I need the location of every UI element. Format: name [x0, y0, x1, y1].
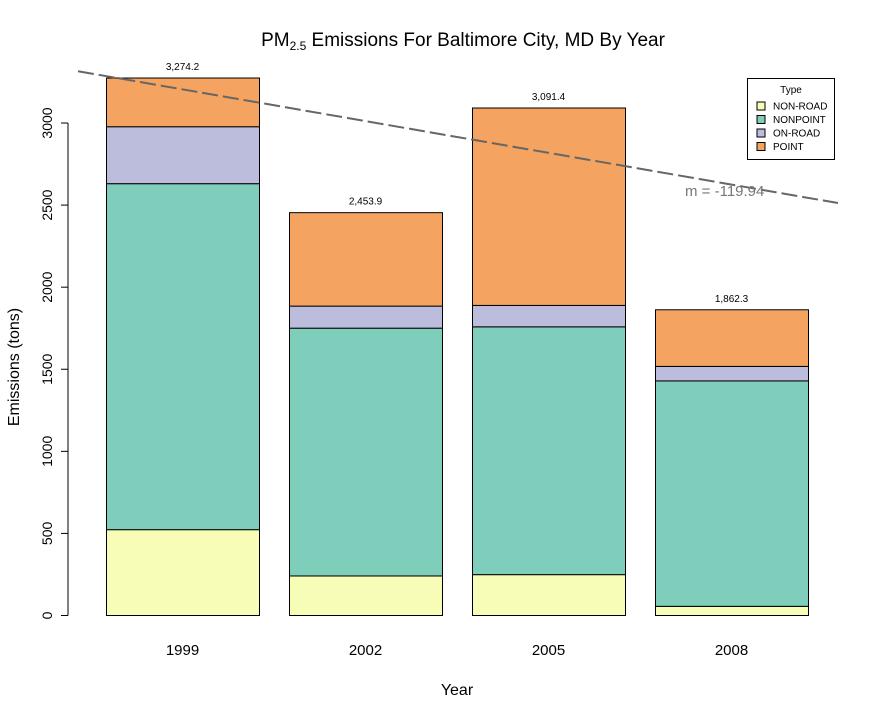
legend-label: NONPOINT — [773, 115, 826, 126]
bar-segment-nonpoint-2002 — [289, 327, 443, 577]
total-label: 2,453.9 — [349, 197, 383, 208]
total-label: 1,862.3 — [715, 294, 749, 305]
bar-segment-on-road-2002 — [289, 305, 443, 329]
y-axis-title: Emissions (tons) — [6, 308, 23, 426]
y-tick-label: 500 — [39, 522, 55, 546]
legend: Type NON-ROAD NONPOINT ON-ROAD POINT — [747, 78, 835, 160]
legend-swatch — [756, 101, 766, 111]
x-tick-labels: 1999 2002 2005 2008 — [166, 642, 748, 659]
total-label: 3,274.2 — [166, 62, 200, 73]
slope-annotation: m = -119.94 — [685, 183, 764, 200]
bar-segment-point-2008 — [655, 309, 809, 367]
legend-label: NON-ROAD — [773, 102, 827, 113]
x-tick-label: 2008 — [715, 642, 748, 659]
bar-segment-nonpoint-2008 — [655, 380, 809, 607]
y-axis: 0 500 1000 1500 2000 2500 3000 — [39, 107, 69, 619]
bar-segment-on-road-1999 — [106, 126, 260, 185]
bar-segment-nonpoint-1999 — [106, 183, 260, 531]
bar-segment-point-1999 — [106, 77, 260, 128]
x-tick-label: 2002 — [349, 642, 382, 659]
bar-segment-non-road-2002 — [289, 575, 443, 616]
bar-segment-nonpoint-2005 — [472, 326, 626, 576]
chart-title: PM2.5 Emissions For Baltimore City, MD B… — [261, 30, 665, 53]
bar-segment-point-2005 — [472, 107, 626, 306]
x-axis-title: Year — [441, 682, 474, 699]
legend-swatch — [756, 142, 766, 151]
y-tick-label: 3000 — [39, 107, 55, 138]
y-tick-label: 1000 — [39, 436, 55, 467]
chart-title-subscript: 2.5 — [290, 39, 307, 53]
bar-segment-non-road-2008 — [655, 605, 809, 616]
legend-title: Type — [780, 85, 802, 96]
legend-label: POINT — [773, 142, 804, 153]
bar-segment-non-road-2005 — [472, 574, 626, 616]
bar-segment-point-2002 — [289, 212, 443, 307]
x-tick-label: 1999 — [166, 642, 199, 659]
chart-title-pre: PM — [261, 30, 290, 51]
total-label: 3,091.4 — [532, 92, 566, 103]
chart-title-post: Emissions For Baltimore City, MD By Year — [306, 30, 665, 51]
y-tick-label: 1500 — [39, 353, 55, 384]
bar-segment-on-road-2005 — [472, 304, 626, 328]
legend-swatch — [756, 128, 766, 138]
x-tick-label: 2005 — [532, 642, 565, 659]
y-tick-label: 0 — [39, 611, 55, 619]
bars — [106, 77, 809, 616]
bar-segment-on-road-2008 — [655, 365, 809, 382]
total-labels: 3,274.2 2,453.9 3,091.4 1,862.3 — [166, 62, 749, 305]
y-tick-label: 2500 — [39, 189, 55, 220]
bar-segment-non-road-1999 — [106, 529, 260, 616]
legend-label: ON-ROAD — [773, 129, 820, 140]
legend-swatch — [756, 115, 766, 124]
trend-line — [77, 70, 839, 205]
y-tick-label: 2000 — [39, 271, 55, 302]
